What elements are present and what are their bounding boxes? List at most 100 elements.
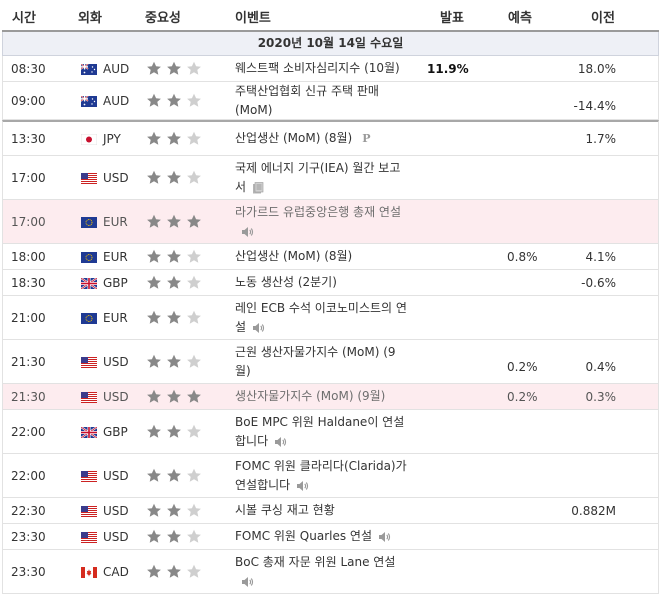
event-row[interactable]: 17:00 EUR 라가르드 유럽중앙은행 총재 연설 (2, 200, 659, 244)
star-icon (146, 354, 162, 369)
event-row[interactable]: 22:30 USD 시볼 쿠싱 재고 현황 0.882M (2, 498, 659, 524)
importance-stars (146, 468, 206, 483)
event-row[interactable]: 21:30 USD 생산자물가지수 (MoM) (9월) 0.2% 0.3% (2, 384, 659, 410)
speaker-icon (241, 226, 254, 238)
event-time: 23:30 (11, 565, 46, 579)
event-currency: AUD (103, 94, 130, 108)
usa-flag (81, 471, 97, 482)
event-name[interactable]: 산업생산 (MoM) (8월) P (235, 129, 411, 148)
event-name[interactable]: 웨스트팩 소비자심리지수 (10월) (235, 59, 411, 78)
event-name-text[interactable]: 노동 생산성 (2분기) (235, 275, 337, 289)
event-row[interactable]: 21:00 EUR 레인 ECB 수석 이코노미스트의 연설 (2, 296, 659, 340)
event-row[interactable]: 08:30 AUD 웨스트팩 소비자심리지수 (10월) 11.9% 18.0% (2, 56, 659, 82)
star-icon (146, 389, 162, 404)
event-row[interactable]: 23:30 CAD BoC 총재 자문 위원 Lane 연설 (2, 550, 659, 594)
event-name-text[interactable]: 근원 생산자물가지수 (MoM) (9월) (235, 345, 396, 378)
event-name-text[interactable]: BoC 총재 자문 위원 Lane 연설 (235, 555, 396, 569)
event-row[interactable]: 13:30 JPY 산업생산 (MoM) (8월) P 1.7% (2, 120, 659, 156)
event-row[interactable]: 18:30 GBP 노동 생산성 (2분기) -0.6% (2, 270, 659, 296)
event-time: 17:00 (11, 171, 46, 185)
event-name-text[interactable]: 주택산업협회 신규 주택 판매 (MoM) (235, 84, 379, 117)
col-header-event[interactable]: 이벤트 (235, 11, 271, 26)
event-name[interactable]: 주택산업협회 신규 주택 판매 (MoM) (235, 82, 411, 120)
star-icon (146, 310, 162, 325)
event-currency: EUR (103, 250, 128, 264)
speaker-icon (296, 480, 309, 492)
forecast-value: 0.2% (507, 390, 538, 404)
event-name[interactable]: BoE MPC 위원 Haldane이 연설합니다 (235, 413, 411, 451)
star-icon (186, 170, 202, 185)
importance-stars (146, 354, 206, 369)
canada-flag (81, 567, 97, 578)
event-name[interactable]: 산업생산 (MoM) (8월) (235, 247, 411, 266)
usa-flag (81, 506, 97, 517)
event-name-text[interactable]: 레인 ECB 수석 이코노미스트의 연설 (235, 301, 407, 334)
event-time: 21:30 (11, 390, 46, 404)
event-name-text[interactable]: 산업생산 (MoM) (8월) (235, 249, 353, 263)
star-icon (166, 93, 182, 108)
event-name-text[interactable]: 국제 에너지 기구(IEA) 월간 보고서 (235, 161, 401, 194)
event-name[interactable]: 레인 ECB 수석 이코노미스트의 연설 (235, 299, 411, 337)
event-time: 18:00 (11, 250, 46, 264)
event-name[interactable]: FOMC 위원 Quarles 연설 (235, 527, 411, 546)
event-name[interactable]: FOMC 위원 클라리다(Clarida)가 연설합니다 (235, 457, 411, 495)
event-name-text[interactable]: 웨스트팩 소비자심리지수 (10월) (235, 61, 400, 75)
event-row[interactable]: 18:00 EUR 산업생산 (MoM) (8월) 0.8% 4.1% (2, 244, 659, 270)
importance-stars (146, 310, 206, 325)
col-header-currency[interactable]: 외화 (78, 11, 102, 26)
uk-flag (80, 426, 98, 439)
event-name[interactable]: 생산자물가지수 (MoM) (9월) (235, 387, 411, 406)
event-name-text[interactable]: 생산자물가지수 (MoM) (9월) (235, 389, 386, 403)
event-name[interactable]: 시볼 쿠싱 재고 현황 (235, 501, 411, 520)
previous-value: 0.3% (585, 390, 617, 404)
date-header: 2020년 10월 14일 수요일 (2, 32, 659, 56)
australia-flag (80, 63, 97, 75)
event-row[interactable]: 23:30 USD FOMC 위원 Quarles 연설 (2, 524, 659, 550)
event-time: 21:00 (11, 311, 46, 325)
event-name[interactable]: 라가르드 유럽중앙은행 총재 연설 (235, 203, 411, 241)
event-row[interactable]: 17:00 USD 국제 에너지 기구(IEA) 월간 보고서 (2, 156, 659, 200)
star-icon (146, 131, 162, 146)
event-name[interactable]: BoC 총재 자문 위원 Lane 연설 (235, 553, 411, 591)
col-header-previous[interactable]: 이전 (591, 11, 615, 26)
speaker-icon (252, 322, 265, 334)
star-icon (186, 564, 202, 579)
previous-value: 18.0% (577, 62, 616, 76)
event-currency: EUR (103, 215, 128, 229)
event-name-text[interactable]: BoE MPC 위원 Haldane이 연설합니다 (235, 415, 405, 448)
star-icon (166, 354, 182, 369)
event-row[interactable]: 21:30 USD 근원 생산자물가지수 (MoM) (9월) 0.2% 0.4% (2, 340, 659, 384)
importance-stars (146, 214, 206, 229)
event-name-text[interactable]: FOMC 위원 클라리다(Clarida)가 연설합니다 (235, 459, 407, 492)
star-icon (186, 354, 202, 369)
previous-value: 0.4% (585, 360, 617, 374)
star-icon (146, 249, 162, 264)
event-time: 23:30 (11, 530, 46, 544)
preliminary-icon: P (362, 132, 371, 145)
event-name-text[interactable]: FOMC 위원 Quarles 연설 (235, 529, 372, 543)
event-row[interactable]: 22:00 USD FOMC 위원 클라리다(Clarida)가 연설합니다 (2, 454, 659, 498)
eu-flag (81, 217, 97, 228)
event-time: 22:00 (11, 469, 46, 483)
event-currency: CAD (103, 565, 129, 579)
col-header-actual[interactable]: 발표 (440, 11, 464, 26)
previous-value: 0.882M (571, 504, 616, 518)
event-name-text[interactable]: 산업생산 (MoM) (8월) (235, 131, 353, 145)
col-header-forecast[interactable]: 예측 (508, 11, 532, 26)
col-header-time[interactable]: 시간 (12, 11, 36, 26)
event-name-text[interactable]: 시볼 쿠싱 재고 현황 (235, 503, 335, 517)
event-name[interactable]: 노동 생산성 (2분기) (235, 273, 411, 292)
table-header: 시간 외화 중요성 이벤트 발표 예측 이전 (2, 0, 659, 32)
event-name-text[interactable]: 라가르드 유럽중앙은행 총재 연설 (235, 205, 402, 219)
uk-flag (80, 277, 98, 290)
event-name[interactable]: 국제 에너지 기구(IEA) 월간 보고서 (235, 159, 411, 197)
star-icon (186, 275, 202, 290)
event-row[interactable]: 22:00 GBP BoE MPC 위원 Haldane이 연설합니다 (2, 410, 659, 454)
col-header-importance[interactable]: 중요성 (145, 11, 181, 26)
star-icon (186, 389, 202, 404)
star-icon (186, 503, 202, 518)
event-row[interactable]: 09:00 AUD 주택산업협회 신규 주택 판매 (MoM) -14.4% (2, 82, 659, 120)
speaker-icon (274, 436, 287, 448)
event-name[interactable]: 근원 생산자물가지수 (MoM) (9월) (235, 343, 411, 381)
star-icon (186, 468, 202, 483)
